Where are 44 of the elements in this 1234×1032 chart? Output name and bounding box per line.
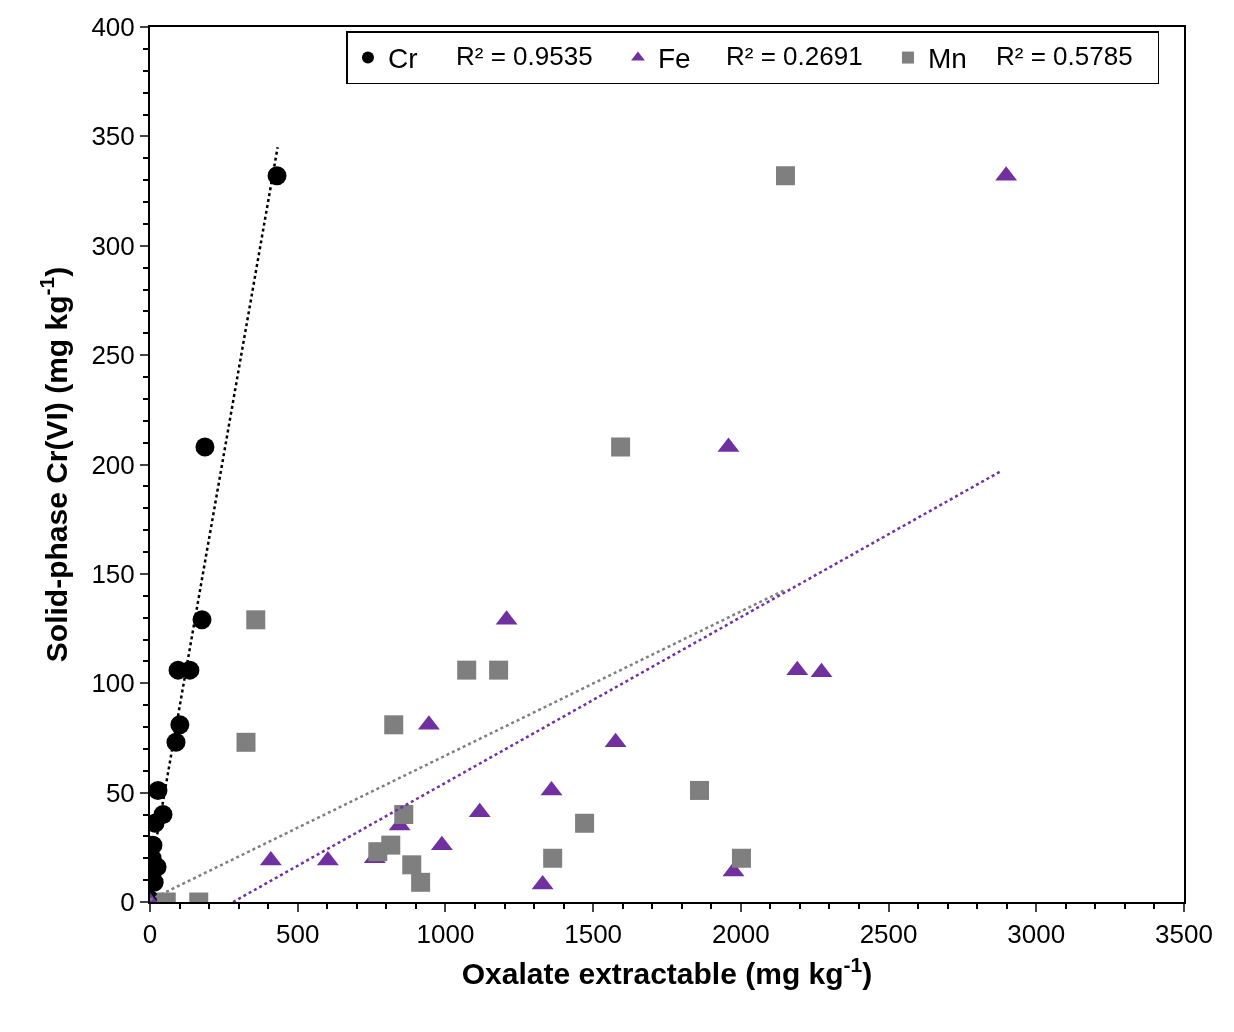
point <box>236 732 256 752</box>
y-tick-label: 200 <box>91 449 135 480</box>
x-tick-label: 1500 <box>564 919 623 950</box>
point <box>457 660 477 680</box>
point <box>170 715 190 735</box>
point <box>731 848 751 868</box>
y-tick-label: 350 <box>91 121 135 152</box>
point <box>411 872 431 892</box>
legend-label: Fe <box>657 43 691 75</box>
point <box>195 437 215 457</box>
x-tick-label: 2000 <box>711 919 770 950</box>
x-tick-label: 3000 <box>1007 919 1066 950</box>
point <box>246 610 266 630</box>
x-axis-title: Oxalate extractable (mg kg$^{-1}$) <box>461 952 873 991</box>
point <box>402 855 422 875</box>
annotation: R² = 0.2691 <box>726 41 863 71</box>
y-tick-label: 50 <box>105 777 135 808</box>
point <box>775 166 795 186</box>
y-tick-label: 150 <box>91 558 135 589</box>
point <box>166 732 186 752</box>
point <box>394 805 414 824</box>
point <box>575 813 595 833</box>
y-tick-label: 100 <box>91 668 135 699</box>
point <box>611 437 631 457</box>
point <box>543 848 563 868</box>
point <box>489 660 509 680</box>
point <box>150 780 168 800</box>
y-tick-label: 400 <box>91 12 135 43</box>
point <box>690 780 709 800</box>
annotation: R² = 0.9535 <box>456 41 593 71</box>
x-tick-label: 0 <box>142 919 158 950</box>
x-tick-label: 500 <box>276 919 320 950</box>
y-tick-label: 300 <box>91 230 135 261</box>
y-tick-label: 250 <box>91 340 135 371</box>
annotation: R² = 0.5785 <box>996 41 1133 71</box>
x-tick-label: 1000 <box>416 919 475 950</box>
legend-label: Mn <box>927 43 967 75</box>
legend-label: Cr <box>387 43 418 75</box>
point <box>368 842 388 862</box>
x-tick-label: 2500 <box>859 919 918 950</box>
point <box>192 610 212 630</box>
point <box>384 715 404 735</box>
x-tick-label: 3500 <box>1155 919 1213 950</box>
y-tick-label: 0 <box>120 887 135 918</box>
